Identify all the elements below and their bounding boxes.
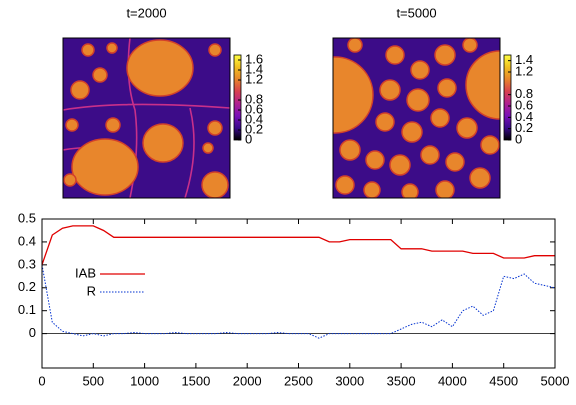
x-tick-label: 1000: [130, 373, 159, 388]
y-tick-label: 0.1: [18, 302, 36, 317]
x-tick-label: 2500: [284, 373, 313, 388]
y-tick-label: 0.2: [18, 279, 36, 294]
colorbar-tick-label: 0.8: [245, 91, 263, 106]
panel-frame: [62, 37, 231, 199]
x-tick-label: 0: [38, 373, 45, 388]
x-tick-label: 4000: [438, 373, 467, 388]
colorbar-tick-label: 0.6: [515, 97, 533, 112]
colorbar-tick-label: 0.2: [245, 121, 263, 136]
colorbar-tick-label: 0.4: [245, 111, 263, 126]
y-tick-label: 0: [29, 325, 36, 340]
colorbar: [503, 54, 512, 141]
colorbar-tick-label: 1.4: [515, 52, 533, 67]
panel-frame: [332, 37, 501, 199]
x-tick-label: 5000: [541, 373, 570, 388]
legend-label: IAB: [75, 265, 96, 280]
colorbar-tick-label: 0.4: [515, 109, 533, 124]
heatmap-field: [63, 38, 230, 198]
colorbar-tick-label: 1.4: [245, 61, 263, 76]
y-tick-label: 0.4: [18, 233, 36, 248]
y-tick-label: 0.5: [18, 210, 36, 225]
colorbar-tick-label: 1.2: [245, 71, 263, 86]
x-tick-label: 3500: [387, 373, 416, 388]
panel-title: t=5000: [396, 5, 436, 20]
x-tick-label: 4500: [489, 373, 518, 388]
plot-frame: [41, 218, 556, 369]
x-tick-label: 2000: [233, 373, 262, 388]
heatmap-field: [333, 38, 500, 198]
colorbar-tick-label: 0.6: [245, 101, 263, 116]
legend-label: R: [87, 283, 96, 298]
colorbar-tick-label: 0: [515, 131, 522, 146]
panel-title: t=2000: [126, 5, 166, 20]
colorbar: [233, 54, 242, 141]
x-tick-label: 1500: [181, 373, 210, 388]
colorbar-tick-label: 0.8: [515, 86, 533, 101]
y-tick-label: 0.3: [18, 256, 36, 271]
colorbar-tick-label: 0: [245, 131, 252, 146]
colorbar-tick-label: 0.2: [515, 120, 533, 135]
x-tick-label: 3000: [335, 373, 364, 388]
series-line: [41, 225, 555, 266]
colorbar-tick-label: 1.6: [245, 51, 263, 66]
colorbar-tick-label: 1.2: [515, 63, 533, 78]
series-line: [41, 264, 556, 339]
x-tick-label: 500: [82, 373, 104, 388]
